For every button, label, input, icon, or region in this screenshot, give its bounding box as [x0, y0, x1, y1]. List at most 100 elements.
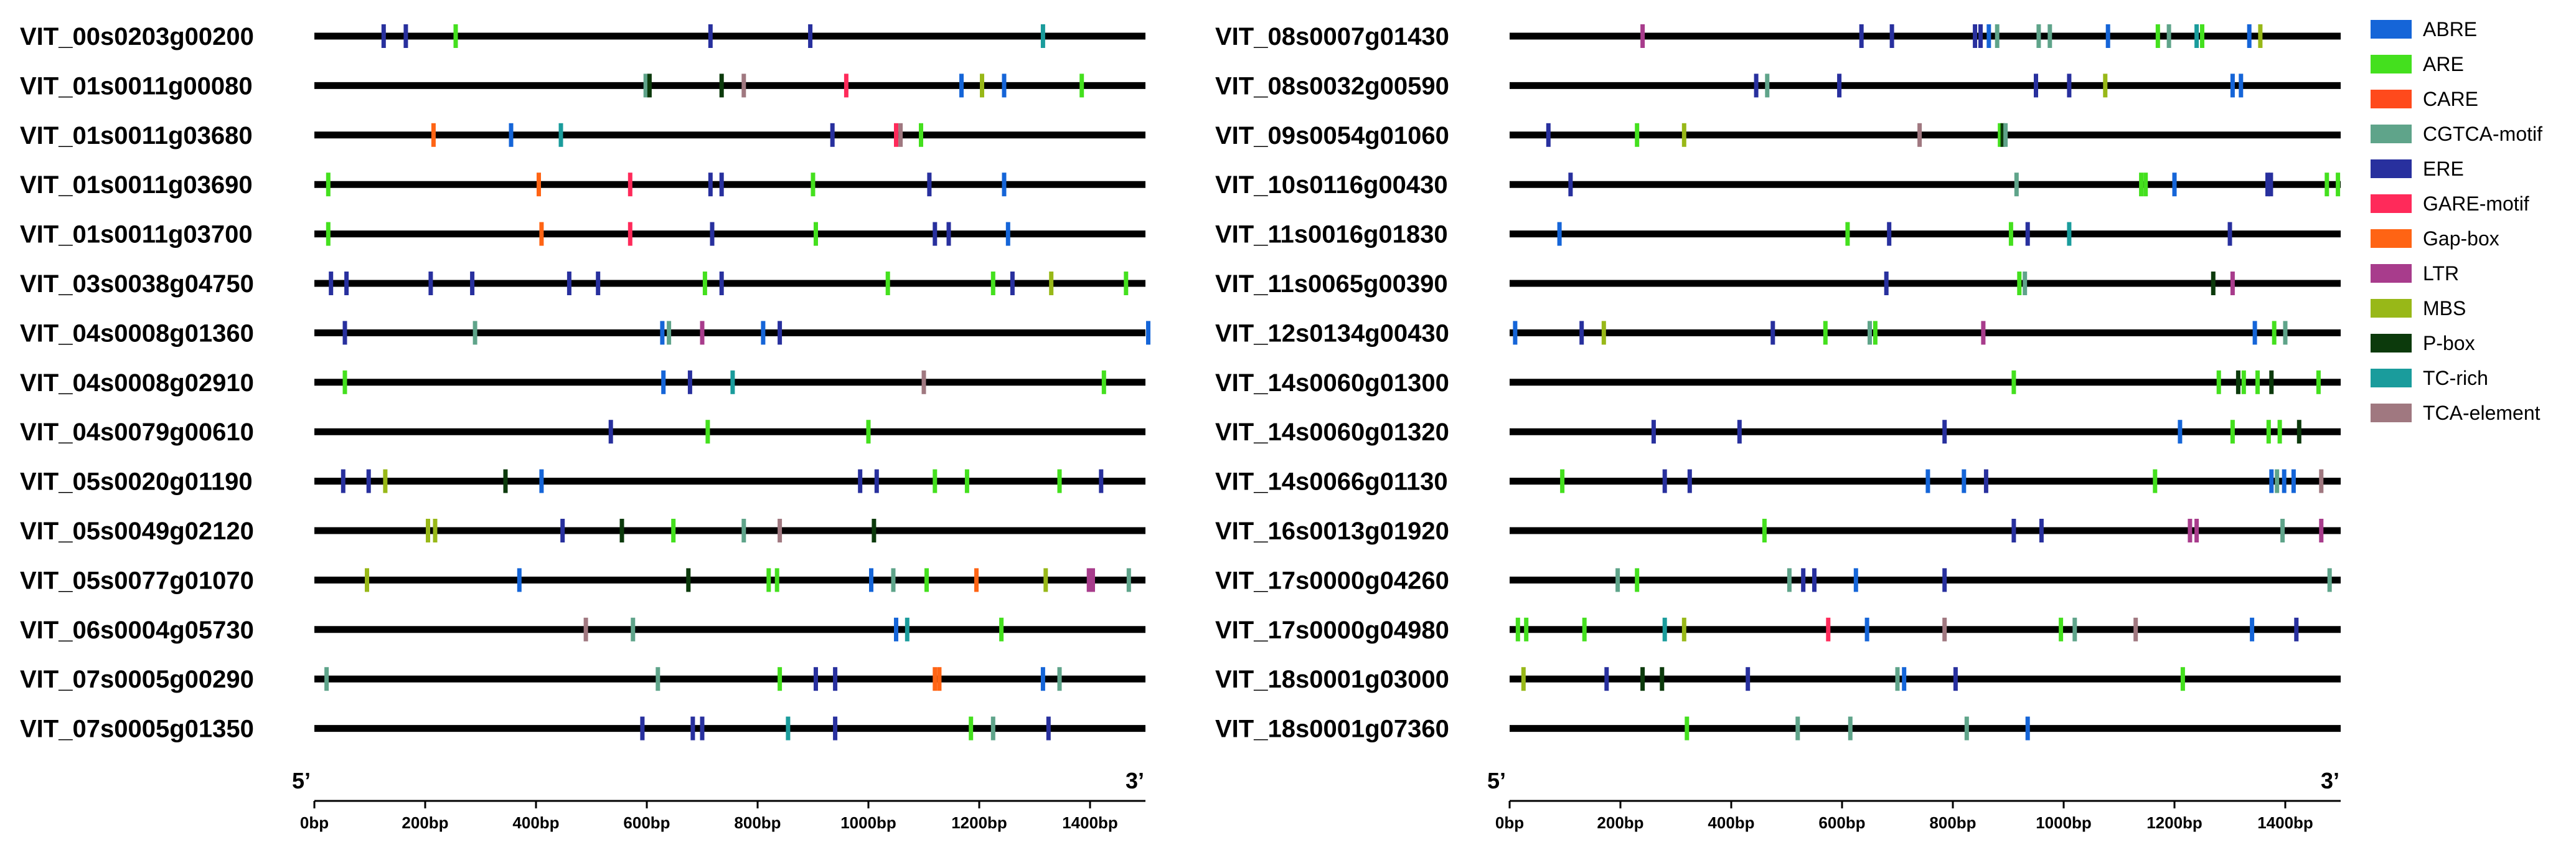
motif-mark-cgtca-motif [2327, 568, 2332, 592]
axis-tick-label: 600bp [623, 813, 670, 832]
motif-mark-ere [874, 469, 879, 493]
motif-mark-abre [1557, 222, 1562, 246]
three-prime-label: 3’ [1126, 768, 1144, 793]
motif-mark-ere [719, 173, 724, 197]
legend-item: CARE [2371, 88, 2478, 110]
motif-mark-ere [329, 272, 334, 295]
motif-mark-gare-motif [628, 222, 632, 246]
motif-mark-are [2216, 370, 2221, 394]
legend-item: P-box [2371, 332, 2475, 354]
motif-mark-p-box [2296, 420, 2301, 444]
motif-mark-ere [1884, 272, 1889, 295]
gene-row: VIT_05s0049g02120 [20, 518, 1145, 545]
motif-mark-are [2255, 370, 2260, 394]
gene-panel-2: VIT_08s0007g01430 VIT_08s0032g00590 VIT_09… [1215, 23, 2341, 832]
motif-mark-tca-element [2133, 617, 2138, 641]
gene-row: VIT_06s0004g05730 [20, 617, 1145, 644]
motif-mark-ere [1859, 24, 1864, 48]
gene-label: VIT_17s0000g04980 [1215, 617, 1449, 644]
motif-mark-cgtca-motif [2023, 272, 2028, 295]
motif-mark-ere [596, 272, 601, 295]
motif-mark-are [2059, 617, 2064, 641]
motif-mark-ere [381, 24, 386, 48]
gene-label: VIT_03s0038g04750 [20, 270, 254, 298]
gene-row: VIT_04s0008g01360 [20, 319, 1150, 347]
motif-mark-mbs [1681, 123, 1686, 147]
five-prime-label: 5’ [1487, 768, 1506, 793]
motif-mark-abre [1962, 469, 1967, 493]
motif-mark-cgtca-motif [990, 716, 995, 741]
motif-mark-ere [808, 24, 813, 48]
motif-mark-abre [2025, 716, 2030, 741]
gene-label: VIT_14s0060g01300 [1215, 369, 1449, 397]
gene-label: VIT_10s0116g00430 [1215, 171, 1448, 199]
motif-mark-gap-box [431, 123, 436, 147]
motif-mark-are [2241, 370, 2246, 394]
motif-mark-are [326, 173, 331, 197]
motif-mark-gap-box [933, 667, 938, 691]
motif-mark-ere [2294, 617, 2299, 641]
axis-tick-label: 1200bp [2146, 813, 2202, 832]
motif-mark-cgtca-motif [1848, 716, 1853, 741]
motif-mark-ere [1662, 469, 1667, 493]
motif-mark-mbs [433, 519, 438, 542]
motif-mark-are [2316, 370, 2321, 394]
bp-axis: 5’ 3’ 0bp 200bp 400bp 600bp 800bp 1000bp 1200bp 1… [292, 768, 1145, 832]
motif-mark-cgtca-motif [741, 519, 746, 542]
gene-label: VIT_18s0001g03000 [1215, 666, 1449, 693]
gene-label: VIT_17s0000g04260 [1215, 567, 1449, 594]
motif-mark-cgtca-motif [1795, 716, 1800, 741]
gene-label: VIT_01s0011g03690 [20, 171, 253, 199]
legend-label: TCA-element [2423, 402, 2541, 424]
axis-tick-label: 1200bp [951, 813, 1007, 832]
motif-mark-abre [539, 469, 544, 493]
motif-mark-ere [428, 272, 433, 295]
motif-mark-ere [814, 667, 818, 691]
gene-label: VIT_16s0013g01920 [1215, 518, 1449, 545]
motif-mark-are [811, 173, 816, 197]
motif-mark-mbs [1043, 568, 1048, 592]
motif-mark-mbs [1049, 272, 1054, 295]
motif-mark-cgtca-motif [2047, 24, 2052, 48]
gene-row: VIT_17s0000g04260 [1215, 567, 2341, 594]
motif-mark-ere [708, 24, 713, 48]
motif-mark-gap-box [937, 667, 942, 691]
gene-label: VIT_01s0011g00080 [20, 72, 253, 100]
motif-mark-cgtca-motif [656, 667, 660, 691]
motif-mark-p-box [1640, 667, 1645, 691]
motif-mark-abre [959, 73, 964, 98]
motif-mark-ere [933, 222, 938, 246]
legend-label: CGTCA-motif [2423, 123, 2542, 145]
gene-row: VIT_07s0005g00290 [20, 666, 1145, 693]
motif-mark-cgtca-motif [1765, 73, 1770, 98]
motif-mark-ere [710, 222, 715, 246]
legend-swatch [2371, 299, 2412, 318]
motif-mark-p-box [619, 519, 624, 542]
motif-mark-tc-rich [1662, 617, 1667, 641]
motif-mark-abre [1002, 173, 1007, 197]
motif-mark-are [933, 469, 938, 493]
motif-mark-are [705, 420, 710, 444]
motif-mark-ere [1942, 568, 1947, 592]
motif-mark-cgtca-motif [2166, 24, 2171, 48]
motif-mark-are [885, 272, 890, 295]
motif-mark-gare-motif [628, 173, 632, 197]
gene-label: VIT_12s0134g00430 [1215, 319, 1449, 347]
gene-row: VIT_10s0116g00430 [1215, 171, 2341, 199]
motif-mark-abre [894, 617, 898, 641]
axis-tick-label: 0bp [1495, 813, 1524, 832]
motif-mark-are [814, 222, 818, 246]
gene-label: VIT_14s0060g01320 [1215, 419, 1449, 446]
motif-mark-mbs [980, 73, 984, 98]
motif-mark-cgtca-motif [2280, 519, 2285, 542]
motif-mark-ere [1887, 222, 1892, 246]
axis-tick-label: 400bp [512, 813, 559, 832]
legend-item: TC-rich [2371, 367, 2488, 389]
motif-mark-are [1515, 617, 1520, 641]
gene-row: VIT_12s0134g00430 [1215, 319, 2341, 347]
motif-mark-are [1524, 617, 1529, 641]
motif-mark-ere [833, 667, 838, 691]
gene-label: VIT_18s0001g07360 [1215, 716, 1449, 743]
motif-mark-ere [1801, 568, 1806, 592]
